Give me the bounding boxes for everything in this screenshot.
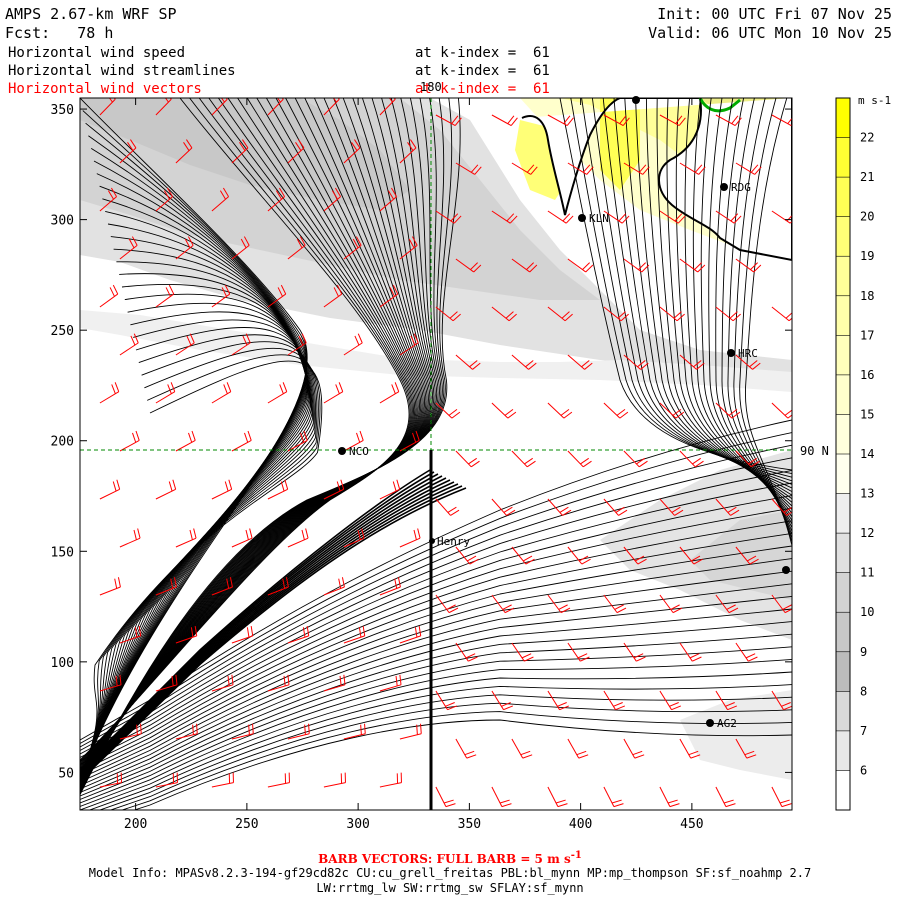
svg-text:KLN: KLN (589, 212, 609, 225)
init-time: Init: 00 UTC Fri 07 Nov 25 (657, 5, 892, 23)
colorbar-swatch (836, 295, 850, 336)
colorbar-swatch (836, 137, 850, 178)
x-tick-label: 250 (235, 817, 258, 832)
y-tick-label: 350 (51, 103, 74, 118)
field-name-vectors: Horizontal wind vectors (8, 81, 202, 97)
barb-vectors-note: BARB VECTORS: FULL BARB = 5 m s-1 (318, 850, 582, 866)
colorbar-swatch (836, 533, 850, 573)
coastline (521, 98, 792, 262)
colorbar-swatch (836, 612, 850, 652)
colorbar-level-label: 19 (860, 249, 874, 263)
colorbar-level-label: 16 (860, 368, 874, 382)
colorbar-level-label: 20 (860, 210, 874, 224)
x-tick-label: 200 (124, 817, 147, 832)
colorbar-swatch (836, 651, 850, 692)
y-tick-label: 150 (51, 545, 74, 560)
colorbar-swatch (836, 216, 850, 257)
colorbar-swatch (836, 374, 850, 415)
ice-shelf-edge (698, 98, 741, 113)
colorbar: 22 21 20 19 18 17 16 15 14 13 12 11 10 9 8 7 6 (835, 97, 874, 811)
svg-text:AG2: AG2 (717, 717, 737, 730)
station-kln: KLN (578, 212, 609, 225)
model-title: AMPS 2.67-km WRF SP (5, 5, 177, 23)
colorbar-level-label: 15 (860, 407, 874, 421)
wind-speed-shading (80, 98, 792, 780)
station-edge (782, 566, 790, 574)
model-info-physics: LW:rrtmg_lw SW:rrtmg_sw SFLAY:sf_mynn (316, 881, 584, 895)
y-tick-label: 50 (58, 766, 74, 781)
colorbar-level-label: 13 (860, 487, 874, 501)
colorbar-level-label: 21 (860, 170, 874, 184)
colorbar-level-label: 8 (860, 684, 867, 698)
station-nco: NCO (338, 445, 369, 458)
wind-barbs (99, 98, 792, 808)
x-tick-label: 450 (680, 817, 703, 832)
colorbar-swatch (836, 691, 850, 731)
y-tick-label: 300 (51, 214, 74, 229)
svg-text:HRC: HRC (738, 347, 758, 360)
colorbar-level-label: 6 (860, 763, 867, 777)
meridian-label: 180 (420, 80, 442, 94)
colorbar-level-label: 17 (860, 328, 874, 342)
svg-text:NCO: NCO (349, 445, 369, 458)
colorbar-swatch (836, 177, 850, 217)
y-tick-label: 200 (51, 435, 74, 450)
field-level-streamlines: at k-index = 61 (415, 63, 550, 79)
colorbar-level-label: 11 (860, 566, 874, 580)
station-rdg: RDG (720, 181, 751, 194)
station-lyt (632, 96, 640, 104)
x-tick-label: 350 (458, 817, 481, 832)
colorbar-level-label: 22 (860, 131, 874, 145)
colorbar-swatch (836, 572, 850, 613)
field-name-streamlines: Horizontal wind streamlines (8, 63, 236, 79)
colorbar-swatch (836, 335, 850, 375)
parallel-label: 90 N (800, 444, 829, 458)
svg-text:Henry: Henry (437, 535, 470, 548)
station-ag2: AG2 (706, 717, 737, 730)
colorbar-swatch (836, 98, 850, 138)
x-tick-label: 400 (569, 817, 592, 832)
colorbar-swatch (836, 493, 850, 534)
model-info: Model Info: MPASv8.2.3-194-gf29cd82c CU:… (88, 866, 812, 880)
y-tick-label: 250 (51, 324, 74, 339)
valid-time: Valid: 06 UTC Mon 10 Nov 25 (648, 24, 892, 42)
colorbar-units: m s-1 (858, 94, 891, 107)
svg-text:RDG: RDG (731, 181, 751, 194)
field-name-speed: Horizontal wind speed (8, 45, 186, 61)
field-level-vectors: at k-index = 61 (415, 81, 550, 97)
colorbar-level-label: 12 (860, 526, 874, 540)
colorbar-swatch (836, 256, 850, 296)
colorbar-level-label: 10 (860, 605, 874, 619)
y-axis: 50 100 150 200 250 300 350 (51, 103, 792, 781)
colorbar-swatch (836, 454, 850, 494)
field-level-speed: at k-index = 61 (415, 45, 550, 61)
colorbar-swatch (836, 770, 850, 810)
station-henry: Henry (429, 535, 470, 548)
station-hrc: HRC (727, 347, 758, 360)
colorbar-swatch (836, 414, 850, 454)
colorbar-level-label: 14 (860, 447, 874, 461)
plot-frame (79, 97, 793, 811)
x-axis: 200 250 300 350 400 450 (124, 98, 704, 832)
colorbar-level-label: 7 (860, 724, 867, 738)
colorbar-level-label: 9 (860, 645, 867, 659)
stations: NCO Henry KLN RDG HRC AG2 (338, 96, 790, 730)
colorbar-level-label: 18 (860, 289, 874, 303)
x-tick-label: 300 (346, 817, 369, 832)
streamlines (80, 98, 792, 810)
colorbar-swatch (836, 730, 850, 771)
y-tick-label: 100 (51, 656, 74, 671)
forecast-hour: Fcst: 78 h (5, 24, 114, 42)
